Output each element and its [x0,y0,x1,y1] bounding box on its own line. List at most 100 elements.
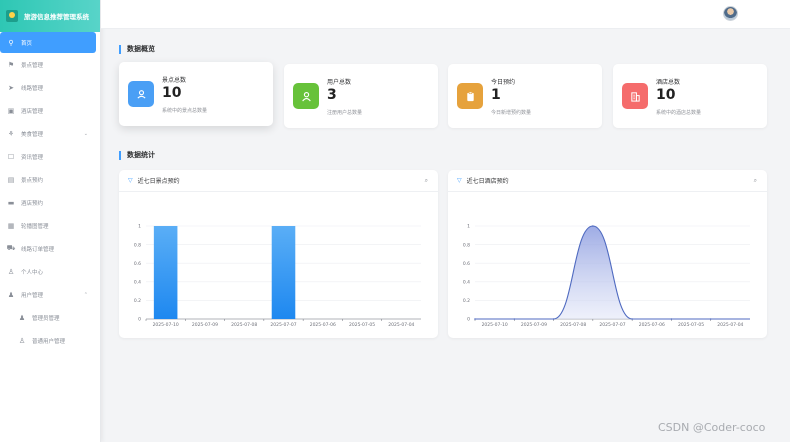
avatar-icon: ♟ [18,313,26,322]
sidebar-item[interactable]: ▣ 酒店管理 [0,99,100,122]
series-line [475,225,750,320]
sidebar-item-label: 线路订单管理 [21,246,55,253]
user-avatar[interactable] [723,6,738,21]
stat-label: 景点总数 [162,77,187,84]
picture-icon: ▦ [7,221,15,230]
y-tick-label: 0.8 [463,242,470,248]
truck-icon: ⛟ [6,244,16,252]
sidebar-item[interactable]: ▬ 酒店预约 [0,191,100,214]
y-tick-label: 0.8 [134,242,141,248]
sidebar-item[interactable]: ☐ 资讯管理 [0,145,100,168]
x-tick-label: 2025-07-08 [560,322,586,328]
sidebar-item[interactable]: ⚑ 景点管理 [0,53,100,76]
y-tick-label: 0.2 [463,298,470,304]
chart-icon: ▽ [457,177,462,184]
sidebar-item[interactable]: ♙ 个人中心 [0,260,100,283]
sidebar-item-label: 酒店管理 [21,108,44,115]
stat-label: 酒店总数 [656,79,681,86]
main-content: 数据概览 景点总数 10 系统中的景点总数量 用户总数 3 注册用户总数量 今日… [101,29,790,442]
x-tick-label: 2025-07-07 [599,322,625,328]
stat-label: 用户总数 [327,79,352,86]
sidebar-item-label: 首页 [21,40,33,47]
x-tick-label: 2025-07-05 [349,322,375,328]
chart-header: ▽ 近七日景点预约 ⌕ [119,170,438,192]
data-point [474,318,476,320]
stats-section-title: 数据统计 [119,151,155,160]
stat-value: 10 [162,85,182,101]
stat-value: 10 [656,87,676,103]
sidebar-item[interactable]: ⚲ 首页 [0,32,96,53]
stat-card-hotels[interactable]: 酒店总数 10 系统中的酒店总数量 [613,64,767,128]
x-tick-label: 2025-07-06 [310,322,336,328]
sidebar-item-label: 管理员管理 [32,315,60,322]
y-tick-label: 0.4 [463,280,470,286]
hotel-bookings-chart: 0 0.2 0.4 0.6 0.8 1 2025-07-10 2025-07-09 2025-0… [463,224,750,328]
stat-value: 1 [491,87,501,103]
chart-title: 近七日景点预约 [137,178,180,185]
user-icon [293,83,319,109]
x-tick-label: 2025-07-04 [717,322,743,328]
sidebar-item[interactable]: ➤ 线路管理 [0,76,100,99]
chevron-up-icon: ⌃ [83,291,88,298]
clipboard-icon [457,83,483,109]
sidebar-item-label: 美食管理 [21,131,44,138]
stat-card-today-bookings[interactable]: 今日预约 1 今日新增预约数量 [448,64,602,128]
sidebar-item[interactable]: ♟ 管理员管理 [0,306,100,329]
sidebar-menu: ⚲ 首页 ⚑ 景点管理 ➤ 线路管理 ▣ 酒店管理 ⚘ 美食管理 ⌄ ☐ 资讯管理 ▤ 景点预约 ▬ 酒店预约 ▦… [0,32,100,352]
sidebar-item[interactable]: ⚘ 美食管理 ⌄ [0,122,100,145]
spot-icon [128,81,154,107]
zoom-icon[interactable]: ⌕ [424,177,428,184]
x-tick-label: 2025-07-09 [192,322,218,328]
chart-header: ▽ 近七日酒店预约 ⌕ [448,170,767,192]
location-icon: ⚲ [8,38,14,47]
bar [153,226,178,319]
y-tick-label: 0.2 [134,298,141,304]
send-icon: ➤ [8,83,14,92]
x-tick-label: 2025-07-07 [270,322,296,328]
sidebar-item[interactable]: ▤ 景点预约 [0,168,100,191]
watermark: CSDN @Coder-coco [658,421,766,434]
x-tick-label: 2025-07-10 [153,322,179,328]
sidebar-item-label: 酒店预约 [21,200,44,207]
flag-icon: ⚑ [7,60,15,69]
app-logo-bar[interactable]: 旅游信息推荐管理系统 [0,0,100,32]
stat-card-spots[interactable]: 景点总数 10 系统中的景点总数量 [119,62,273,126]
overview-section-title: 数据概览 [119,45,155,54]
stat-label: 今日预约 [491,79,516,86]
sidebar-item-label: 资讯管理 [21,154,44,161]
chevron-down-icon: ⌄ [83,130,88,137]
x-tick-label: 2025-07-04 [388,322,414,328]
sidebar-item[interactable]: ⛟ 线路订单管理 [0,237,100,260]
sidebar-item[interactable]: ♙ 普通用户管理 [0,329,100,352]
y-tick-label: 1 [467,224,470,230]
sidebar: 旅游信息推荐管理系统 ⚲ 首页 ⚑ 景点管理 ➤ 线路管理 ▣ 酒店管理 ⚘ 美食管理 ⌄ ☐ 资讯管理… [0,0,101,442]
stat-value: 3 [327,87,337,103]
app-logo-icon [6,10,18,22]
data-point [709,318,712,320]
sidebar-item-label: 普通用户管理 [32,338,66,345]
x-tick-label: 2025-07-06 [639,322,665,328]
zoom-icon[interactable]: ⌕ [753,177,757,184]
chat-icon: ☐ [7,152,15,161]
chart-title: 近七日酒店预约 [466,178,509,185]
y-tick-label: 0 [467,317,470,323]
stat-card-users[interactable]: 用户总数 3 注册用户总数量 [284,64,438,128]
spot-bookings-chart-card: ▽ 近七日景点预约 ⌕ 0 0.2 0.4 0.6 0.8 1 2025-07-10 2025… [119,170,438,338]
x-tick-label: 2025-07-08 [231,322,257,328]
sidebar-item-label: 个人中心 [21,269,44,276]
y-tick-label: 0.4 [134,280,141,286]
user-icon: ♙ [18,336,26,345]
user-icon: ♙ [7,267,15,276]
calendar-icon: ▣ [7,106,15,115]
stat-desc: 今日新增预约数量 [491,110,532,116]
sidebar-item[interactable]: ▦ 轮播图管理 [0,214,100,237]
app-title: 旅游信息推荐管理系统 [24,13,89,21]
food-icon: ⚘ [7,129,15,138]
sidebar-item-label: 景点管理 [21,62,44,69]
ticket-icon: ▬ [7,198,15,207]
sidebar-item-label: 景点预约 [21,177,44,184]
bar [271,226,296,319]
sidebar-item[interactable]: ♟ 用户管理 ⌃ [0,283,100,306]
y-tick-label: 0 [138,317,141,323]
sidebar-item-label: 用户管理 [21,292,44,299]
